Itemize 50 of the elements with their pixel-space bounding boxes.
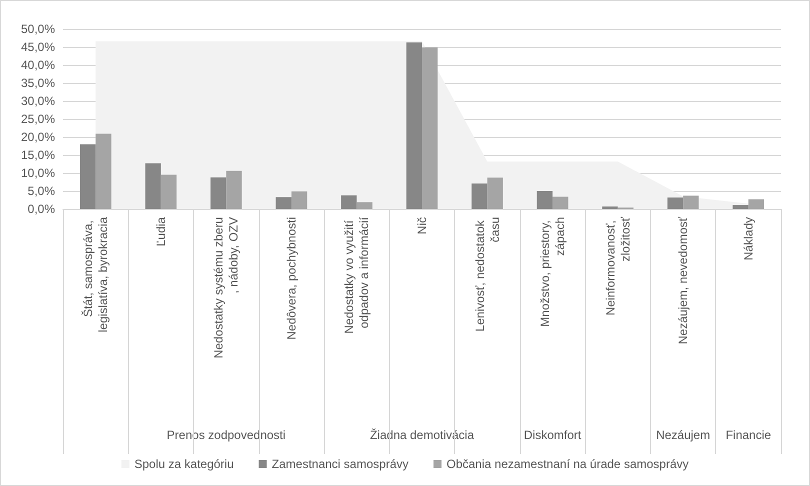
y-tick-label: 35,0% — [20, 76, 56, 90]
y-tick-label: 0,0% — [28, 202, 56, 216]
x-tick-label: Náklady — [741, 217, 756, 260]
bar — [145, 163, 161, 209]
bar — [602, 206, 618, 209]
bar — [536, 191, 553, 209]
x-tick-label: Ľudia — [154, 216, 168, 246]
bar — [748, 199, 764, 209]
text: Žiadna demotivácia — [370, 428, 474, 442]
x-tick-label: Množstvo, priestory, zápach — [538, 217, 568, 327]
legend-label: Občania nezamestnaní na úrade samosprávy — [446, 457, 689, 471]
y-tick-label: 25,0% — [20, 112, 56, 126]
x-tick-label: Nedostatky vo využití odpadov a informácií — [342, 216, 372, 334]
legend-label: Zamestnanci samosprávy — [272, 457, 408, 471]
bar — [472, 183, 488, 209]
y-tick-label: 15,0% — [20, 148, 56, 162]
bar — [422, 47, 438, 209]
y-tick-label: 45,0% — [20, 40, 56, 54]
y-tick-label: 40,0% — [20, 58, 56, 72]
x-tick-label: Lenivosť, nedostatok času — [472, 217, 502, 332]
y-tick-label: 5,0% — [28, 184, 56, 198]
bar — [732, 205, 748, 209]
bar — [160, 174, 177, 209]
bar — [667, 197, 684, 209]
x-tick-label: Nezáujem, nevedomosť — [676, 216, 690, 344]
bar — [80, 144, 96, 209]
bar — [356, 202, 372, 209]
text: Nezáujem — [656, 428, 710, 442]
bar — [276, 197, 292, 209]
bar — [291, 191, 308, 209]
bar — [210, 177, 226, 209]
y-tick-label: 10,0% — [20, 166, 56, 180]
text: Financie — [726, 428, 772, 442]
y-tick-label: 50,0% — [20, 22, 56, 36]
x-tick-label: Nedôvera, pochybnosti — [284, 217, 298, 340]
x-tick-label: Nič — [415, 217, 429, 234]
text: Diskomfort — [524, 428, 582, 442]
bar — [552, 196, 568, 209]
bar — [406, 42, 422, 209]
x-tick-label: Nedostatky systému zberu, nádoby, OZV — [212, 217, 241, 358]
legend-label: Spolu za kategóriu — [134, 457, 234, 471]
bar — [226, 170, 242, 209]
bar — [341, 195, 357, 209]
x-tick-label: Štát, samospráva, legislatíva, byrokracia — [81, 216, 110, 332]
y-tick-label: 30,0% — [20, 94, 56, 108]
bar — [487, 178, 503, 209]
bar — [96, 134, 112, 209]
bar — [683, 196, 699, 209]
x-tick-label: Neinformovanosť, zložitosť — [603, 216, 632, 316]
y-tick-label: 20,0% — [20, 130, 56, 144]
